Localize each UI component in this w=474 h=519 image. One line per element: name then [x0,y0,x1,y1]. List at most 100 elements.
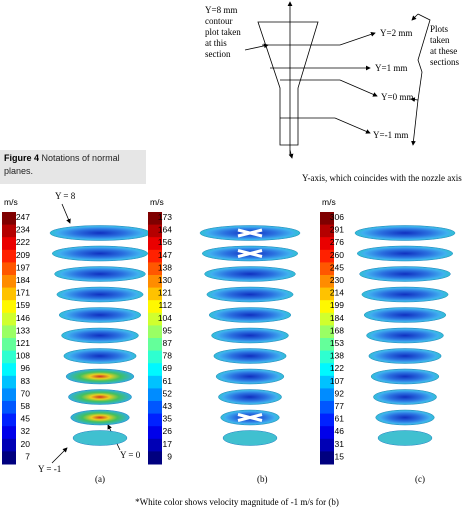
color-swatch [2,300,16,314]
white-region [237,413,263,422]
scale-label: 260 [330,250,344,260]
scale-label: 52 [163,388,173,398]
contour-plane [361,286,449,303]
contour-plane [377,430,433,446]
color-swatch [148,300,162,314]
color-swatch [320,249,334,263]
axis-note: Y-axis, which coincides with the nozzle … [302,173,462,183]
scale-label: 92 [335,388,345,398]
plane-annotation: Y = -1 [38,464,61,474]
panel-label: (a) [95,474,105,484]
plots-note: sections [430,57,459,67]
contour-plane [359,266,451,282]
color-swatch [320,438,334,452]
color-swatch [320,212,334,226]
color-swatch [2,262,16,276]
panel-label: (b) [257,474,268,484]
scale-label: 43 [163,401,173,411]
color-swatch [320,375,334,389]
contour-plane [354,225,456,241]
contour-plane [368,348,442,364]
scale-label: 164 [158,225,172,235]
color-swatch [2,438,16,452]
scale-label: 61 [163,376,173,386]
color-swatch [2,350,16,364]
contour-plane [63,348,137,364]
scale-label: 171 [16,288,30,298]
scale-label: 147 [158,250,172,260]
color-swatch [2,325,16,339]
color-swatch [320,300,334,314]
contour-plane [211,327,289,344]
contour-plane [215,368,285,385]
color-swatch [320,325,334,339]
contour-plane [72,430,128,446]
scale-label: 121 [16,338,30,348]
scale-label: 77 [335,401,345,411]
section-note: contour [205,16,233,26]
color-swatch [2,287,16,301]
contour-plane [213,348,287,364]
color-swatch [2,212,16,226]
contour-plane [208,307,292,323]
scale-label: 133 [16,325,30,335]
contour-plane [70,409,130,426]
color-swatch [320,287,334,301]
scale-label: 197 [16,262,30,272]
color-swatch [320,275,334,289]
contour-plane [218,389,282,405]
scale-label: 291 [330,225,344,235]
scale-label: 61 [335,414,345,424]
contour-plane [65,368,135,385]
contour-plane [54,266,146,282]
color-swatch [320,413,334,427]
color-swatch [148,325,162,339]
plots-note: taken [430,35,450,45]
scale-label: 138 [158,262,172,272]
unit-label: m/s [4,197,18,207]
scale-label: 122 [330,363,344,373]
unit-label: m/s [150,197,164,207]
plane-annotation: Y = 0 [120,450,141,460]
color-swatch [148,388,162,402]
scale-label: 247 [16,212,30,222]
scale-label: 138 [330,351,344,361]
scale-label: 108 [16,351,30,361]
scale-label: 146 [16,313,30,323]
caption-text: Notations of normal planes. [4,153,120,176]
scale-label: 9 [167,451,172,461]
scale-label: 45 [21,414,31,424]
color-swatch [320,338,334,352]
plots-note: at these [430,46,457,56]
color-swatch [320,426,334,440]
color-swatch [148,275,162,289]
figure-caption: Figure 4 Notations of normal planes. [0,150,146,184]
contour-plane [375,409,435,426]
scale-label: 153 [330,338,344,348]
color-swatch [148,426,162,440]
scale-label: 7 [25,451,30,461]
scale-label: 214 [330,288,344,298]
scale-label: 168 [330,325,344,335]
contour-plane [363,307,447,323]
section-label: Y=-1 mm [373,130,408,140]
scale-label: 31 [335,439,345,449]
scale-label: 306 [330,212,344,222]
scale-label: 95 [163,325,173,335]
color-swatch [2,451,16,465]
contour-plane [373,389,437,405]
scale-label: 234 [16,225,30,235]
contour-plane [222,430,278,446]
plots-note: Plots [430,24,449,34]
scale-label: 83 [21,376,31,386]
color-swatch [2,363,16,377]
section-label: Y=0 mm [381,92,413,102]
section-note: Y=8 mm [205,5,237,15]
color-swatch [148,375,162,389]
color-swatch [2,338,16,352]
scale-label: 222 [16,237,30,247]
scale-label: 17 [163,439,173,449]
color-swatch [320,363,334,377]
scale-label: 156 [158,237,172,247]
